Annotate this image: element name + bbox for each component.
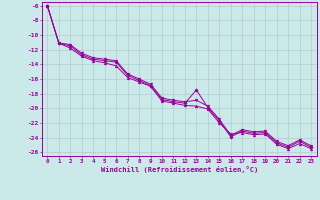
X-axis label: Windchill (Refroidissement éolien,°C): Windchill (Refroidissement éolien,°C)	[100, 166, 258, 173]
